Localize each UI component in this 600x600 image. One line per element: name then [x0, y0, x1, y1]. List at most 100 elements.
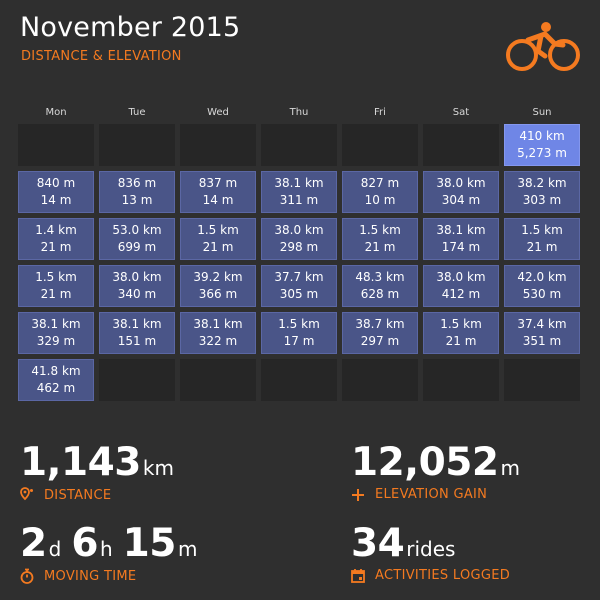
cell-elevation: 298 m: [279, 240, 319, 254]
cell-elevation: 340 m: [117, 287, 157, 301]
cell-distance: 1.5 km: [440, 317, 482, 331]
moving-time-minutes: 15: [122, 521, 177, 566]
day-cell[interactable]: 38.0 km 340 m: [99, 265, 175, 307]
cell-distance: 37.7 km: [274, 270, 324, 284]
cell-elevation: 21 m: [40, 287, 72, 301]
day-cell[interactable]: 840 m 14 m: [18, 171, 94, 213]
activities-stat: 34 rides ACTIVITIES LOGGED: [351, 521, 510, 583]
cell-distance: 38.7 km: [355, 317, 405, 331]
cell-distance: 836 m: [117, 176, 157, 190]
cell-elevation: 21 m: [40, 240, 72, 254]
day-cell[interactable]: 1.4 km 21 m: [18, 218, 94, 260]
weekday-header: Mon Tue Wed Thu Fri Sat Sun: [18, 102, 581, 124]
day-cell[interactable]: 837 m 14 m: [180, 171, 256, 213]
weekday-sun: Sun: [532, 107, 552, 118]
empty-day-cell: [504, 359, 580, 401]
activities-value: 34 rides: [351, 521, 510, 566]
day-cell[interactable]: 41.8 km 462 m: [18, 359, 94, 401]
weekday-sat: Sat: [452, 107, 470, 118]
day-cell[interactable]: 38.0 km 304 m: [423, 171, 499, 213]
cell-distance: 410 km: [519, 129, 565, 143]
cell-elevation: 322 m: [198, 334, 238, 348]
distance-stat: 1,143 km DISTANCE: [20, 440, 174, 503]
cell-elevation: 21 m: [364, 240, 396, 254]
day-cell[interactable]: 827 m 10 m: [342, 171, 418, 213]
day-cell[interactable]: 1.5 km 17 m: [261, 312, 337, 354]
day-cell[interactable]: 38.0 km 298 m: [261, 218, 337, 260]
cell-distance: 38.0 km: [112, 270, 162, 284]
cell-elevation: 412 m: [441, 287, 481, 301]
elevation-label: ELEVATION GAIN: [375, 487, 488, 502]
day-cell[interactable]: 1.5 km 21 m: [18, 265, 94, 307]
day-cell[interactable]: 37.7 km 305 m: [261, 265, 337, 307]
cell-distance: 38.1 km: [436, 223, 486, 237]
cell-elevation: 14 m: [202, 193, 234, 207]
empty-day-cell: [342, 359, 418, 401]
cell-elevation: 151 m: [117, 334, 157, 348]
activities-label-row: ACTIVITIES LOGGED: [351, 568, 510, 583]
cell-distance: 38.2 km: [517, 176, 567, 190]
day-cell[interactable]: 1.5 km 21 m: [342, 218, 418, 260]
cell-distance: 38.0 km: [436, 176, 486, 190]
distance-label-row: DISTANCE: [20, 487, 174, 503]
calendar-icon: [351, 569, 365, 583]
moving-time-days-unit: d: [48, 537, 62, 561]
day-cell[interactable]: 53.0 km 699 m: [99, 218, 175, 260]
week-total-cell[interactable]: 410 km 5,273 m: [504, 124, 580, 166]
cell-elevation: 5,273 m: [517, 146, 567, 160]
day-cell[interactable]: 836 m 13 m: [99, 171, 175, 213]
day-cell[interactable]: 38.1 km 174 m: [423, 218, 499, 260]
day-cell[interactable]: 1.5 km 21 m: [423, 312, 499, 354]
activities-number: 34: [351, 521, 405, 566]
cell-distance: 38.1 km: [274, 176, 324, 190]
cell-elevation: 462 m: [36, 381, 76, 395]
day-cell[interactable]: 37.4 km 351 m: [504, 312, 580, 354]
page-subtitle: DISTANCE & ELEVATION: [21, 49, 182, 64]
cell-distance: 38.0 km: [274, 223, 324, 237]
weekday-tue: Tue: [128, 107, 146, 118]
elevation-unit: m: [500, 456, 520, 480]
cell-elevation: 21 m: [445, 334, 477, 348]
cell-distance: 1.5 km: [359, 223, 401, 237]
day-cell[interactable]: 38.1 km 329 m: [18, 312, 94, 354]
weekday-thu: Thu: [289, 107, 309, 118]
empty-day-cell: [180, 124, 256, 166]
weekday-fri: Fri: [374, 107, 386, 118]
cell-distance: 840 m: [36, 176, 76, 190]
day-cell[interactable]: 38.1 km 311 m: [261, 171, 337, 213]
cell-elevation: 628 m: [360, 287, 400, 301]
cell-elevation: 699 m: [117, 240, 157, 254]
cell-distance: 1.5 km: [521, 223, 563, 237]
cell-distance: 1.5 km: [197, 223, 239, 237]
cell-elevation: 21 m: [526, 240, 558, 254]
cyclist-icon: [506, 22, 580, 71]
day-cell[interactable]: 39.2 km 366 m: [180, 265, 256, 307]
weekday-mon: Mon: [45, 107, 67, 118]
day-cell[interactable]: 48.3 km 628 m: [342, 265, 418, 307]
day-cell[interactable]: 1.5 km 21 m: [180, 218, 256, 260]
day-cell[interactable]: 1.5 km 21 m: [504, 218, 580, 260]
day-cell[interactable]: 38.1 km 151 m: [99, 312, 175, 354]
cell-distance: 39.2 km: [193, 270, 243, 284]
day-cell[interactable]: 42.0 km 530 m: [504, 265, 580, 307]
distance-label: DISTANCE: [44, 487, 112, 503]
empty-day-cell: [180, 359, 256, 401]
distance-value: 1,143 km: [20, 440, 174, 485]
route-pin-icon: [20, 487, 33, 501]
moving-time-stat: 2 d 6 h 15 m MOVING TIME: [20, 521, 197, 584]
cell-distance: 827 m: [360, 176, 400, 190]
day-cell[interactable]: 38.1 km 322 m: [180, 312, 256, 354]
cell-elevation: 21 m: [202, 240, 234, 254]
cell-elevation: 329 m: [36, 334, 76, 348]
day-cell[interactable]: 38.7 km 297 m: [342, 312, 418, 354]
cell-distance: 37.4 km: [517, 317, 567, 331]
day-cell[interactable]: 38.0 km 412 m: [423, 265, 499, 307]
moving-time-label: MOVING TIME: [44, 568, 137, 584]
cell-distance: 53.0 km: [112, 223, 162, 237]
activities-unit: rides: [406, 537, 456, 561]
day-cell[interactable]: 38.2 km 303 m: [504, 171, 580, 213]
cell-elevation: 13 m: [121, 193, 153, 207]
distance-number: 1,143: [20, 440, 141, 485]
empty-day-cell: [18, 124, 94, 166]
weekday-wed: Wed: [207, 107, 229, 118]
